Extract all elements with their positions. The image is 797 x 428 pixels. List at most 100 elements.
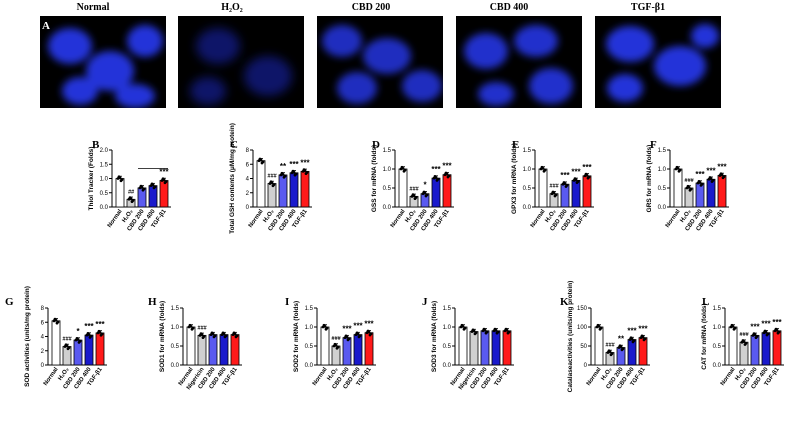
chart-panel-d: D 0.0 0.5 1.0 1.5 GSS for mRNA (folds) Normal #… xyxy=(371,139,454,232)
y-tick-label: 0.5 xyxy=(443,344,452,350)
bar-2 xyxy=(695,182,705,208)
data-point xyxy=(152,186,156,190)
micrograph-cbd200 xyxy=(317,16,443,108)
panel-letter-a: A xyxy=(42,20,50,32)
bar-2 xyxy=(560,183,570,208)
chart-panel-g: G 0 2 4 6 8 SOD activities (units/mg protein) N… xyxy=(5,286,107,390)
micrograph-h2o2-image xyxy=(190,28,292,105)
category-label: Normal xyxy=(665,208,682,229)
data-point xyxy=(540,165,544,169)
y-axis-label: SOD activities (units/mg protein) xyxy=(24,286,31,387)
data-point xyxy=(64,343,68,347)
data-point xyxy=(282,175,286,179)
micrograph-tgf xyxy=(595,16,721,108)
y-tick-label: 8 xyxy=(246,148,250,154)
y-axis-label: CAT for mRNA (folds) xyxy=(701,303,708,369)
panel-letter: L xyxy=(702,296,709,308)
y-tick-label: 8 xyxy=(41,306,45,312)
data-point xyxy=(765,333,769,337)
y-tick-label: 0.0 xyxy=(171,363,180,369)
data-point xyxy=(462,327,466,331)
category-label: Normal xyxy=(43,366,60,387)
data-point xyxy=(223,335,227,339)
y-tick-label: 0.5 xyxy=(658,186,667,192)
panel-letter: G xyxy=(5,296,14,308)
bar-0 xyxy=(594,326,604,366)
data-point xyxy=(688,188,692,192)
data-point xyxy=(642,338,646,342)
micrograph-h2o2 xyxy=(178,16,304,108)
data-point xyxy=(260,161,264,165)
bar-4 xyxy=(638,337,648,366)
bar-2 xyxy=(480,330,490,366)
data-point xyxy=(484,331,488,335)
bar-0 xyxy=(398,168,408,208)
data-point xyxy=(304,172,308,176)
data-point xyxy=(293,173,297,177)
data-point xyxy=(732,327,736,331)
significance-label: *** xyxy=(342,325,352,334)
significance-label: *** xyxy=(750,322,760,331)
category-label: Normal xyxy=(720,366,737,387)
bar-0 xyxy=(186,326,196,366)
bar-3 xyxy=(491,330,501,366)
data-point xyxy=(444,171,448,175)
micrograph-title-cbd400: CBD 400 xyxy=(489,2,529,13)
data-point xyxy=(163,181,167,185)
data-point xyxy=(212,335,216,339)
data-point xyxy=(551,190,555,194)
data-point xyxy=(618,344,622,348)
micrograph-title-normal: Normal xyxy=(76,2,110,13)
significance-label: *** xyxy=(772,318,782,327)
bar-1 xyxy=(469,331,479,366)
panel-letter: I xyxy=(285,296,289,308)
data-point xyxy=(607,349,611,353)
significance-label: *** xyxy=(289,160,299,169)
data-point xyxy=(631,340,635,344)
significance-label: ## xyxy=(128,189,135,195)
y-tick-label: 1.5 xyxy=(305,306,314,312)
significance-label: *** xyxy=(159,167,169,176)
data-point xyxy=(596,323,600,327)
significance-label: ** xyxy=(618,335,625,344)
data-point xyxy=(677,169,681,173)
data-point xyxy=(86,331,90,335)
y-tick-label: 1.5 xyxy=(443,306,452,312)
significance-label: *** xyxy=(84,322,94,331)
data-point xyxy=(150,182,154,186)
chart-panel-i: I 0.0 0.5 1.0 1.5 SOD2 for mRNA (folds) Normal… xyxy=(285,296,376,390)
chart-panel-e: E 0.0 0.5 1.0 1.5 GPX3 for mRNA (folds) Normal… xyxy=(511,139,594,232)
significance-label: ### xyxy=(409,186,419,192)
y-tick-label: 0.0 xyxy=(305,363,314,369)
data-point xyxy=(141,188,145,192)
bar-2 xyxy=(750,334,760,366)
data-point xyxy=(258,157,262,161)
data-point xyxy=(629,336,633,340)
bar-4 xyxy=(772,330,782,366)
panel-letter: D xyxy=(372,139,380,151)
bar-0 xyxy=(115,178,125,208)
data-point xyxy=(411,193,415,197)
y-tick-label: 0 xyxy=(246,205,250,211)
data-point xyxy=(564,185,568,188)
data-point xyxy=(424,194,428,198)
data-point xyxy=(117,175,121,179)
panel-letter: F xyxy=(650,139,657,151)
y-tick-label: 1.0 xyxy=(305,325,314,331)
data-point xyxy=(221,331,225,335)
data-point xyxy=(460,323,464,327)
y-tick-label: 2 xyxy=(246,191,250,197)
data-point xyxy=(77,340,81,344)
data-point xyxy=(366,329,370,333)
significance-label: ### xyxy=(331,336,341,342)
data-point xyxy=(562,181,566,184)
significance-label: *** xyxy=(706,166,716,175)
y-tick-label: 0.5 xyxy=(100,191,109,197)
y-tick-label: 100 xyxy=(577,325,588,331)
micrograph-title-h2o2: H₂O₂ xyxy=(221,2,243,13)
data-point xyxy=(640,334,644,338)
y-axis-label: Thiol Tracker (Folds) xyxy=(88,147,95,211)
data-point xyxy=(586,176,590,180)
significance-label: ### xyxy=(197,325,207,331)
